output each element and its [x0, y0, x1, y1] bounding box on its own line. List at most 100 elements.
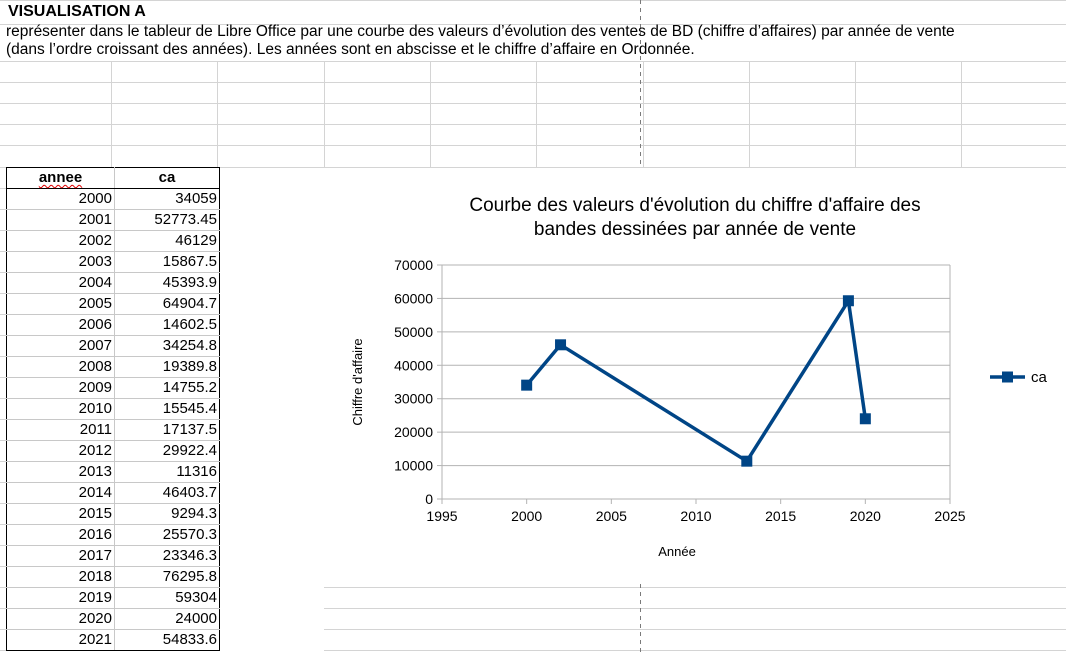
table-row: 2021 54833.6 — [6, 629, 220, 651]
cell-annee[interactable]: 2016 — [6, 524, 115, 546]
y-tick-label: 30000 — [394, 391, 433, 407]
cell-annee[interactable]: 2009 — [6, 377, 115, 399]
cell-annee[interactable]: 2006 — [6, 314, 115, 336]
table-row: 2020 24000 — [6, 608, 220, 630]
x-tick-label: 1995 — [426, 508, 457, 524]
table-row: 2016 25570.3 — [6, 524, 220, 546]
cell-ca[interactable]: 15545.4 — [114, 398, 220, 420]
cell-ca[interactable]: 25570.3 — [114, 524, 220, 546]
table-row: 2015 9294.3 — [6, 503, 220, 525]
table-row: 2014 46403.7 — [6, 482, 220, 504]
cell-annee[interactable]: 2004 — [6, 272, 115, 294]
y-tick-label: 20000 — [394, 424, 433, 440]
table-row: 2011 17137.5 — [6, 419, 220, 441]
cell-ca[interactable]: 64904.7 — [114, 293, 220, 315]
cell-ca[interactable]: 52773.45 — [114, 209, 220, 231]
cell-ca[interactable]: 34059 — [114, 188, 220, 210]
cell-ca[interactable]: 76295.8 — [114, 566, 220, 588]
table-row: 2001 52773.45 — [6, 209, 220, 231]
cell-annee[interactable]: 2002 — [6, 230, 115, 252]
chart-title-line: Courbe des valeurs d'évolution du chiffr… — [469, 195, 920, 216]
cell-annee[interactable]: 2000 — [6, 188, 115, 210]
table-row: 2017 23346.3 — [6, 545, 220, 567]
cell-ca[interactable]: 45393.9 — [114, 272, 220, 294]
cell-ca[interactable]: 46403.7 — [114, 482, 220, 504]
cell-annee[interactable]: 2017 — [6, 545, 115, 567]
table-row: 2004 45393.9 — [6, 272, 220, 294]
instructions-line-2: (dans l’ordre croissant des années). Les… — [6, 41, 695, 58]
cell-annee[interactable]: 2001 — [6, 209, 115, 231]
legend-label: ca — [1031, 369, 1048, 386]
x-tick-label: 2010 — [680, 508, 711, 524]
table-row: 2002 46129 — [6, 230, 220, 252]
cell-ca[interactable]: 17137.5 — [114, 419, 220, 441]
table-row: 2007 34254.8 — [6, 335, 220, 357]
column-header-annee[interactable]: annee — [6, 167, 115, 189]
sheet-heading: VISUALISATION A — [8, 3, 146, 20]
data-point[interactable] — [842, 295, 854, 307]
table-row: 2000 34059 — [6, 188, 220, 210]
data-point[interactable] — [555, 339, 567, 351]
cell-annee[interactable]: 2021 — [6, 629, 115, 651]
table-row: 2018 76295.8 — [6, 566, 220, 588]
cell-annee[interactable]: 2014 — [6, 482, 115, 504]
cell-annee[interactable]: 2015 — [6, 503, 115, 525]
cell-annee[interactable]: 2010 — [6, 398, 115, 420]
table-row: 2013 11316 — [6, 461, 220, 483]
cell-ca[interactable]: 54833.6 — [114, 629, 220, 651]
cell-annee[interactable]: 2019 — [6, 587, 115, 609]
data-point[interactable] — [741, 455, 753, 467]
cell-ca[interactable]: 59304 — [114, 587, 220, 609]
cell-ca[interactable]: 24000 — [114, 608, 220, 630]
cell-ca[interactable]: 9294.3 — [114, 503, 220, 525]
table-row: 2003 15867.5 — [6, 251, 220, 273]
x-tick-label: 2015 — [765, 508, 796, 524]
cell-annee[interactable]: 2007 — [6, 335, 115, 357]
y-tick-label: 60000 — [394, 290, 433, 306]
cell-ca[interactable]: 15867.5 — [114, 251, 220, 273]
cell-annee[interactable]: 2013 — [6, 461, 115, 483]
y-tick-label: 0 — [425, 491, 433, 507]
cell-ca[interactable]: 23346.3 — [114, 545, 220, 567]
data-point[interactable] — [859, 413, 871, 425]
instructions-line-1: représenter dans le tableur de Libre Off… — [6, 23, 955, 40]
cell-annee[interactable]: 2018 — [6, 566, 115, 588]
x-axis-title: Année — [658, 544, 696, 559]
chart-background — [325, 168, 1066, 580]
table-row: 2009 14755.2 — [6, 377, 220, 399]
x-tick-label: 2005 — [596, 508, 627, 524]
cell-annee[interactable]: 2012 — [6, 440, 115, 462]
cell-annee[interactable]: 2005 — [6, 293, 115, 315]
table-row: 2005 64904.7 — [6, 293, 220, 315]
cell-annee[interactable]: 2003 — [6, 251, 115, 273]
line-chart[interactable]: Courbe des valeurs d'évolution du chiffr… — [325, 168, 1066, 580]
x-tick-label: 2000 — [511, 508, 542, 524]
x-tick-label: 2025 — [934, 508, 965, 524]
cell-annee[interactable]: 2011 — [6, 419, 115, 441]
cell-ca[interactable]: 14755.2 — [114, 377, 220, 399]
table-row: 2008 19389.8 — [6, 356, 220, 378]
cell-ca[interactable]: 46129 — [114, 230, 220, 252]
y-tick-label: 70000 — [394, 257, 433, 273]
table-row: 2012 29922.4 — [6, 440, 220, 462]
x-tick-label: 2020 — [850, 508, 881, 524]
table-row: 2019 59304 — [6, 587, 220, 609]
y-axis-title: Chiffre d'affaire — [350, 338, 365, 425]
cell-ca[interactable]: 19389.8 — [114, 356, 220, 378]
table-row: 2006 14602.5 — [6, 314, 220, 336]
cell-ca[interactable]: 29922.4 — [114, 440, 220, 462]
cell-annee[interactable]: 2008 — [6, 356, 115, 378]
y-tick-label: 10000 — [394, 458, 433, 474]
column-header-ca[interactable]: ca — [114, 167, 220, 189]
cell-annee[interactable]: 2020 — [6, 608, 115, 630]
y-tick-label: 50000 — [394, 324, 433, 340]
cell-ca[interactable]: 11316 — [114, 461, 220, 483]
table-row: 2010 15545.4 — [6, 398, 220, 420]
y-tick-label: 40000 — [394, 357, 433, 373]
cell-ca[interactable]: 34254.8 — [114, 335, 220, 357]
data-point[interactable] — [521, 379, 533, 391]
cell-ca[interactable]: 14602.5 — [114, 314, 220, 336]
table-header-row: annee ca — [6, 167, 220, 189]
